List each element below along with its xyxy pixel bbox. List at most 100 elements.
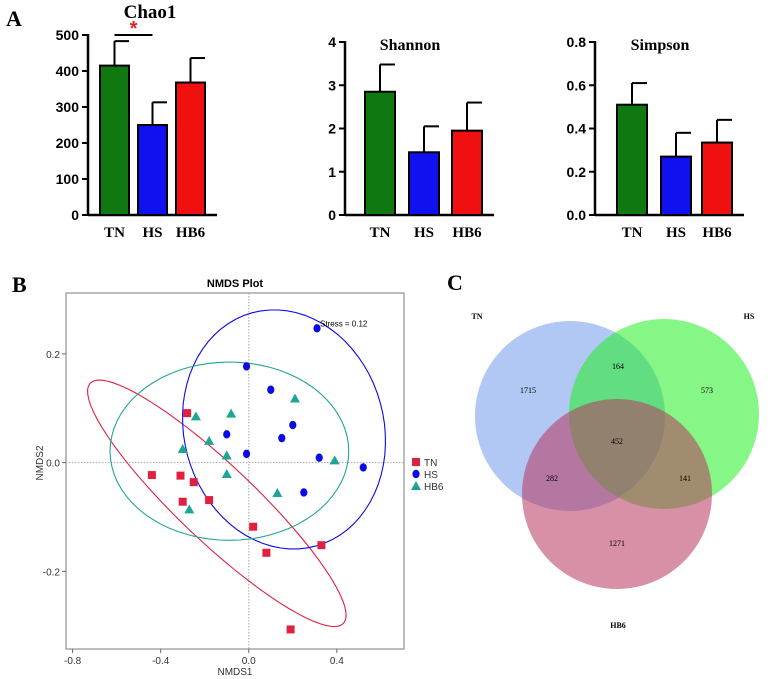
legend-marker-tn [412, 458, 420, 466]
x-tick-label: HS [142, 225, 162, 241]
point-tn [147, 471, 156, 480]
legend-label: TN [424, 458, 437, 469]
y-tick-label: 0.0 [46, 459, 60, 470]
panel-label-b: B [12, 272, 27, 297]
y-tick-label: 500 [56, 27, 80, 43]
chart-title: Chao1 [124, 2, 177, 23]
bar-chart-chao1: Chao1 0 100 200 300 400 500 TN HS HB6 * [56, 2, 217, 241]
y-tick-label: 0.4 [567, 121, 587, 137]
point-tn [262, 548, 271, 557]
venn-set-label: TN [471, 312, 482, 321]
legend-label: HS [424, 470, 438, 481]
point-tn [176, 471, 185, 480]
venn-count-tn-only: 1715 [520, 386, 536, 395]
point-tn [189, 478, 198, 487]
point-hs [267, 385, 275, 394]
point-hs [223, 430, 231, 439]
y-axis-label: NMDS2 [35, 445, 46, 480]
x-tick-label: TN [370, 225, 391, 241]
x-tick-label: 0.0 [242, 656, 256, 667]
x-tick-label: HB6 [702, 225, 732, 241]
chart-title: Simpson [631, 37, 690, 54]
point-hs [278, 433, 286, 443]
venn-set-label: HB6 [610, 621, 626, 630]
y-tick-label: 3 [328, 77, 336, 93]
point-hb6 [290, 393, 301, 403]
y-tick-label: 0.0 [567, 207, 587, 223]
point-hb6 [177, 443, 188, 453]
point-hb6 [221, 450, 232, 460]
bar-chart-simpson: Simpson 0.0 0.2 0.4 0.6 0.8 TN HS HB6 [567, 34, 744, 241]
point-tn [183, 409, 192, 418]
y-tick-label: 0.8 [567, 34, 587, 50]
legend-marker-hb6 [411, 481, 421, 490]
chart-title: NMDS Plot [207, 278, 264, 290]
ellipse-tn [87, 379, 347, 628]
bar-hb6 [175, 81, 206, 216]
x-tick-label: TN [622, 225, 643, 241]
significance-star: * [130, 18, 138, 40]
y-tick-label: 0.6 [567, 77, 587, 93]
bar-hs [408, 151, 440, 217]
y-tick-label: 4 [328, 34, 336, 50]
point-hb6 [184, 504, 195, 514]
bar-hb6 [701, 141, 733, 216]
point-hb6 [221, 468, 232, 478]
x-tick-label: HB6 [452, 225, 482, 241]
bar-hb6 [451, 129, 483, 217]
bar-tn [99, 64, 130, 216]
ellipse-hb6 [109, 361, 350, 541]
bar-tn [616, 103, 648, 216]
point-tn [317, 541, 326, 550]
y-tick-label: 0 [328, 207, 336, 223]
y-tick-label: 300 [56, 99, 80, 115]
point-hs [300, 488, 308, 497]
point-hs [242, 362, 251, 371]
point-tn [286, 625, 295, 634]
alpha-diversity-bar-charts: Chao1 0 100 200 300 400 500 TN HS HB6 * Shannon 0 1 2 3… [56, 2, 744, 241]
point-hb6 [204, 435, 215, 445]
point-hb6 [226, 408, 237, 418]
y-tick-label: 0.2 [567, 164, 587, 180]
venn-diagram: TN HS HB6 1715 573 1271 164 282 141 452 [471, 312, 759, 630]
y-tick-label: 0 [71, 207, 79, 223]
y-tick-label: 0.2 [46, 350, 60, 361]
point-hb6 [329, 455, 340, 465]
bar-tn [364, 90, 396, 216]
venn-count-all: 452 [611, 437, 623, 446]
y-tick-label: 100 [56, 171, 80, 187]
y-tick-label: 1 [328, 164, 336, 180]
y-tick-label: 200 [56, 135, 80, 151]
point-tn [249, 522, 258, 531]
venn-circle-hb6 [522, 399, 712, 589]
x-axis-label: NMDS1 [217, 667, 252, 678]
venn-count-hb6-only: 1271 [609, 539, 625, 548]
point-hs [315, 453, 323, 462]
x-tick-label: -0.4 [152, 656, 170, 667]
ellipse-hs [182, 309, 386, 550]
legend-label: HB6 [424, 482, 444, 493]
y-tick-label: 400 [56, 63, 80, 79]
point-tn [178, 497, 187, 506]
panel-label-a: A [6, 6, 22, 31]
venn-set-label: HS [744, 312, 755, 321]
venn-count-tn-hs: 164 [612, 362, 624, 371]
plot-area [65, 292, 405, 650]
bar-hs [137, 124, 168, 216]
point-hs [359, 463, 367, 472]
x-tick-label: HS [414, 225, 434, 241]
point-hs [289, 420, 297, 430]
bar-hs [660, 155, 692, 217]
venn-count-tn-hb6: 282 [546, 474, 558, 483]
bar-chart-shannon: Shannon 0 1 2 3 4 TN HS HB6 [328, 34, 494, 241]
point-tn [205, 496, 214, 505]
point-hs [242, 449, 251, 459]
x-tick-label: -0.8 [64, 656, 82, 667]
venn-count-hs-hb6: 141 [679, 474, 691, 483]
x-tick-label: HS [666, 225, 686, 241]
legend-marker-hs [412, 469, 420, 479]
x-tick-label: 0.4 [330, 656, 344, 667]
y-tick-label: 2 [328, 121, 336, 137]
point-hb6 [272, 488, 283, 498]
